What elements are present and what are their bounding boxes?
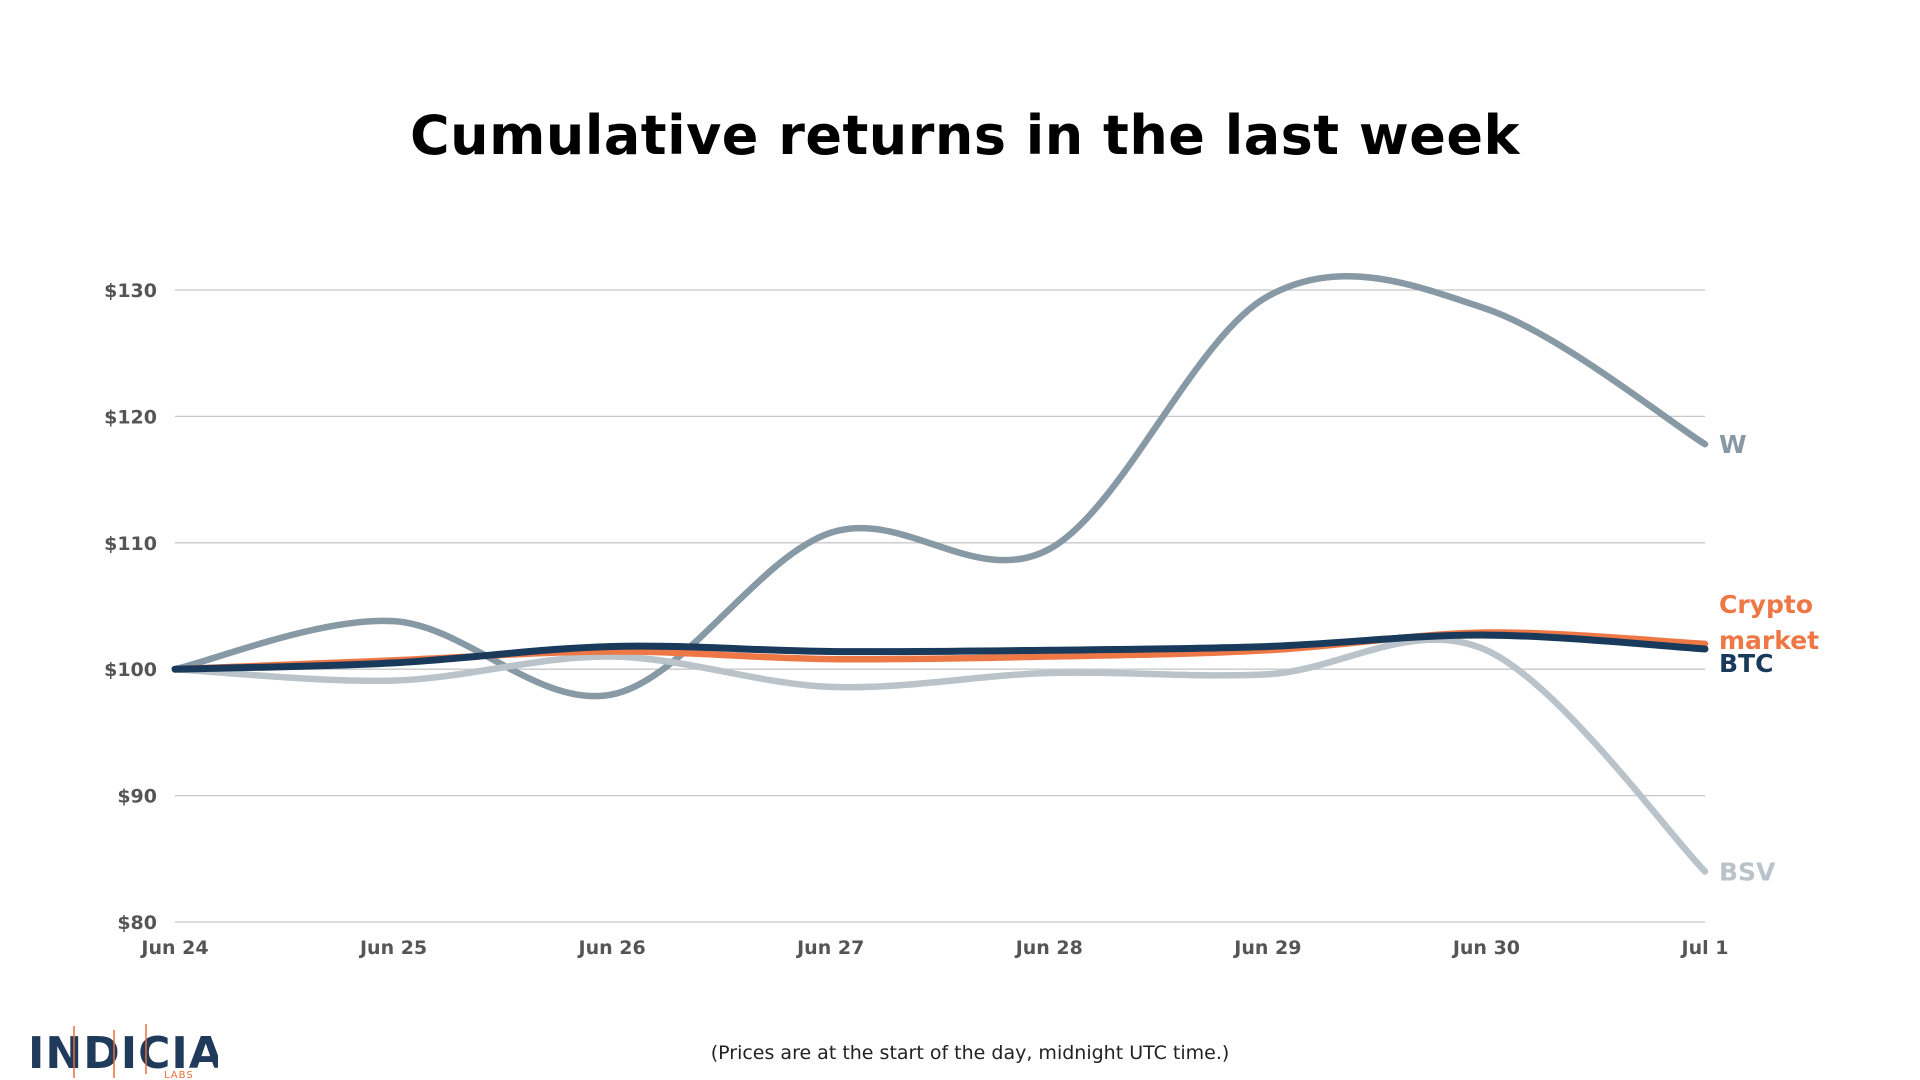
- logo-sub: LABS: [164, 1070, 194, 1080]
- x-tick-label: Jun 30: [1451, 937, 1520, 959]
- y-tick-label: $90: [117, 786, 157, 808]
- x-tick-label: Jul 1: [1680, 937, 1729, 959]
- y-axis-ticks: $80 $90 $100 $110 $120 $130: [104, 280, 157, 934]
- chart-title: Cumulative returns in the last week: [410, 104, 1520, 167]
- x-tick-label: Jun 29: [1232, 937, 1301, 959]
- series-line-btc: [171, 631, 1709, 673]
- logo-word: INDICIA: [28, 1028, 218, 1079]
- y-tick-label: $100: [104, 659, 157, 681]
- series-lines: [171, 272, 1709, 875]
- gridlines: [175, 289, 1705, 923]
- x-tick-label: Jun 26: [577, 937, 646, 959]
- x-tick-label: Jun 24: [139, 937, 208, 959]
- y-tick-label: $120: [104, 406, 157, 428]
- series-label-w: W: [1719, 430, 1747, 459]
- indicia-labs-logo: INDICIA LABS: [28, 1024, 218, 1080]
- series-label-btc: BTC: [1719, 649, 1773, 678]
- y-tick-label: $130: [104, 280, 157, 302]
- series-label-crypto-market: Crypto: [1719, 590, 1813, 619]
- x-tick-label: Jun 25: [358, 937, 427, 959]
- series-label-crypto-market: market: [1719, 626, 1819, 655]
- series-line-w: [171, 272, 1709, 700]
- x-axis-ticks: Jun 24 Jun 25 Jun 26 Jun 27 Jun 28 Jun 29 Jun …: [139, 937, 1728, 959]
- footnote: (Prices are at the start of the day, mid…: [710, 1042, 1230, 1064]
- y-tick-label: $80: [117, 912, 157, 934]
- series-line-bsv: [171, 636, 1709, 875]
- x-tick-label: Jun 28: [1014, 937, 1083, 959]
- x-tick-label: Jun 27: [795, 937, 864, 959]
- y-tick-label: $110: [104, 533, 157, 555]
- series-label-bsv: BSV: [1719, 857, 1776, 886]
